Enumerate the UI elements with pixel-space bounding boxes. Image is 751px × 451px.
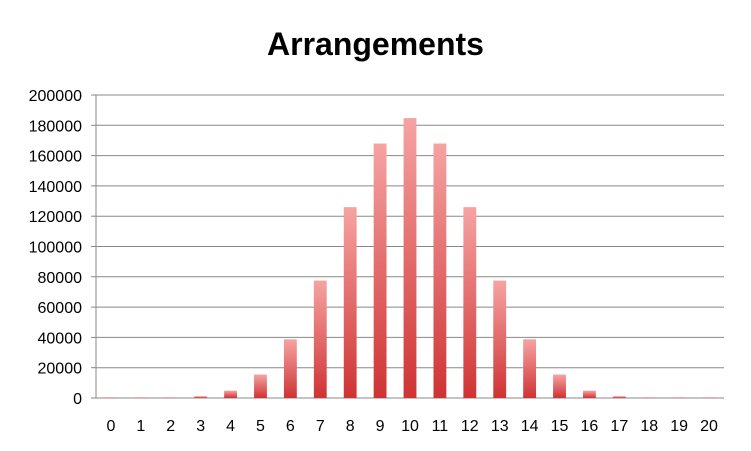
x-tick-label: 1 xyxy=(136,418,145,435)
bar-3 xyxy=(194,396,208,398)
y-tick-label: 60000 xyxy=(38,300,83,317)
y-tick-label: 180000 xyxy=(29,118,82,135)
x-tick-label: 14 xyxy=(521,418,539,435)
x-tick-label: 0 xyxy=(106,418,115,435)
bar-1 xyxy=(134,397,148,398)
y-tick-label: 100000 xyxy=(29,240,82,257)
y-tick-label: 80000 xyxy=(38,270,83,287)
x-tick-label: 3 xyxy=(196,418,205,435)
bar-16 xyxy=(582,390,596,398)
y-tick-label: 200000 xyxy=(29,88,82,105)
bar-10 xyxy=(403,118,417,398)
y-tick-label: 40000 xyxy=(38,330,83,347)
x-tick-label: 18 xyxy=(640,418,658,435)
x-tick-label: 10 xyxy=(401,418,419,435)
x-tick-label: 17 xyxy=(610,418,628,435)
y-tick-label: 120000 xyxy=(29,209,82,226)
x-tick-label: 19 xyxy=(670,418,688,435)
bar-5 xyxy=(254,374,267,398)
chart-title: Arrangements xyxy=(267,26,484,62)
x-tick-label: 9 xyxy=(376,418,385,435)
bar-13 xyxy=(493,280,507,398)
bar-6 xyxy=(283,339,297,398)
bar-7 xyxy=(313,280,327,398)
y-tick-label: 160000 xyxy=(29,149,82,166)
bar-11 xyxy=(433,143,447,398)
bar-15 xyxy=(553,374,566,398)
y-tick-label: 20000 xyxy=(38,361,83,378)
bar-8 xyxy=(343,207,357,398)
y-tick-label: 140000 xyxy=(29,179,82,196)
x-tick-label: 8 xyxy=(346,418,355,435)
x-tick-label: 20 xyxy=(700,418,718,435)
x-tick-label: 4 xyxy=(226,418,235,435)
x-tick-label: 16 xyxy=(581,418,599,435)
x-tick-label: 11 xyxy=(432,418,449,435)
bar-9 xyxy=(373,143,387,398)
x-tick-label: 12 xyxy=(461,418,479,435)
bar-14 xyxy=(523,339,537,398)
y-tick-label: 0 xyxy=(73,391,82,408)
x-tick-label: 7 xyxy=(316,418,325,435)
x-tick-label: 2 xyxy=(166,418,175,435)
bar-0 xyxy=(104,397,118,398)
bar-19 xyxy=(672,397,686,398)
x-tick-label: 13 xyxy=(491,418,509,435)
bar-20 xyxy=(702,397,716,398)
x-tick-label: 15 xyxy=(551,418,569,435)
x-tick-label: 6 xyxy=(286,418,295,435)
x-tick-label: 5 xyxy=(256,418,265,435)
bar-12 xyxy=(463,207,477,398)
bar-17 xyxy=(612,396,626,398)
bar-18 xyxy=(642,397,656,398)
bar-4 xyxy=(224,390,238,398)
bar-2 xyxy=(164,397,178,398)
